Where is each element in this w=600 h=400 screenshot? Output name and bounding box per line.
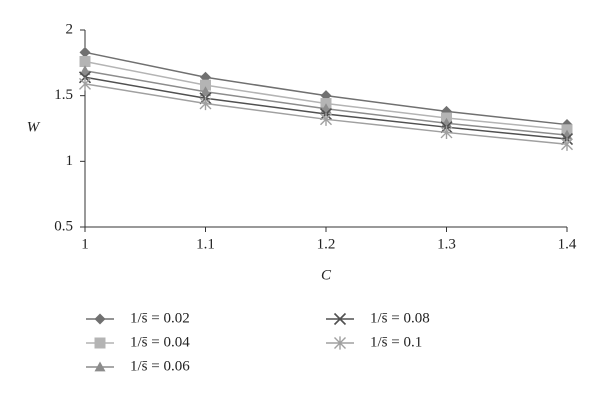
legend-label: 1/s̄ = 0.1 [370, 334, 422, 350]
marker [200, 79, 211, 91]
legend-marker [94, 313, 106, 325]
x-tick-label: 1 [81, 236, 89, 252]
x-tick-label: 1.2 [317, 236, 336, 252]
marker [79, 65, 91, 76]
legend-marker [334, 336, 346, 350]
legend-marker [333, 312, 347, 326]
legend-item: 1/s̄ = 0.08 [326, 310, 430, 326]
legend-label: 1/s̄ = 0.06 [130, 358, 190, 374]
marker [320, 112, 332, 126]
legend-label: 1/s̄ = 0.02 [130, 310, 190, 326]
legend-item: 1/s̄ = 0.02 [86, 310, 190, 326]
marker [440, 125, 453, 140]
x-tick-label: 1.3 [437, 236, 456, 252]
marker [199, 96, 212, 111]
legend-marker [94, 337, 106, 349]
x-axis-label: C [321, 267, 332, 283]
legend-item: 1/s̄ = 0.06 [86, 358, 190, 374]
marker [79, 46, 91, 58]
legend-label: 1/s̄ = 0.08 [370, 310, 430, 326]
marker [561, 137, 573, 151]
legend-marker [94, 361, 106, 372]
marker [79, 77, 91, 91]
x-tick-label: 1.4 [558, 236, 577, 252]
legend-item: 1/s̄ = 0.1 [326, 334, 422, 350]
y-tick-label: 0.5 [54, 218, 73, 234]
marker [200, 86, 211, 97]
marker [79, 56, 91, 68]
x-tick-label: 1.1 [196, 236, 215, 252]
y-axis-label: W [27, 119, 41, 135]
y-tick-label: 1.5 [54, 87, 73, 103]
legend-label: 1/s̄ = 0.04 [130, 334, 190, 350]
y-tick-label: 2 [66, 21, 74, 37]
y-tick-label: 1 [66, 153, 74, 169]
legend-item: 1/s̄ = 0.04 [86, 334, 190, 350]
